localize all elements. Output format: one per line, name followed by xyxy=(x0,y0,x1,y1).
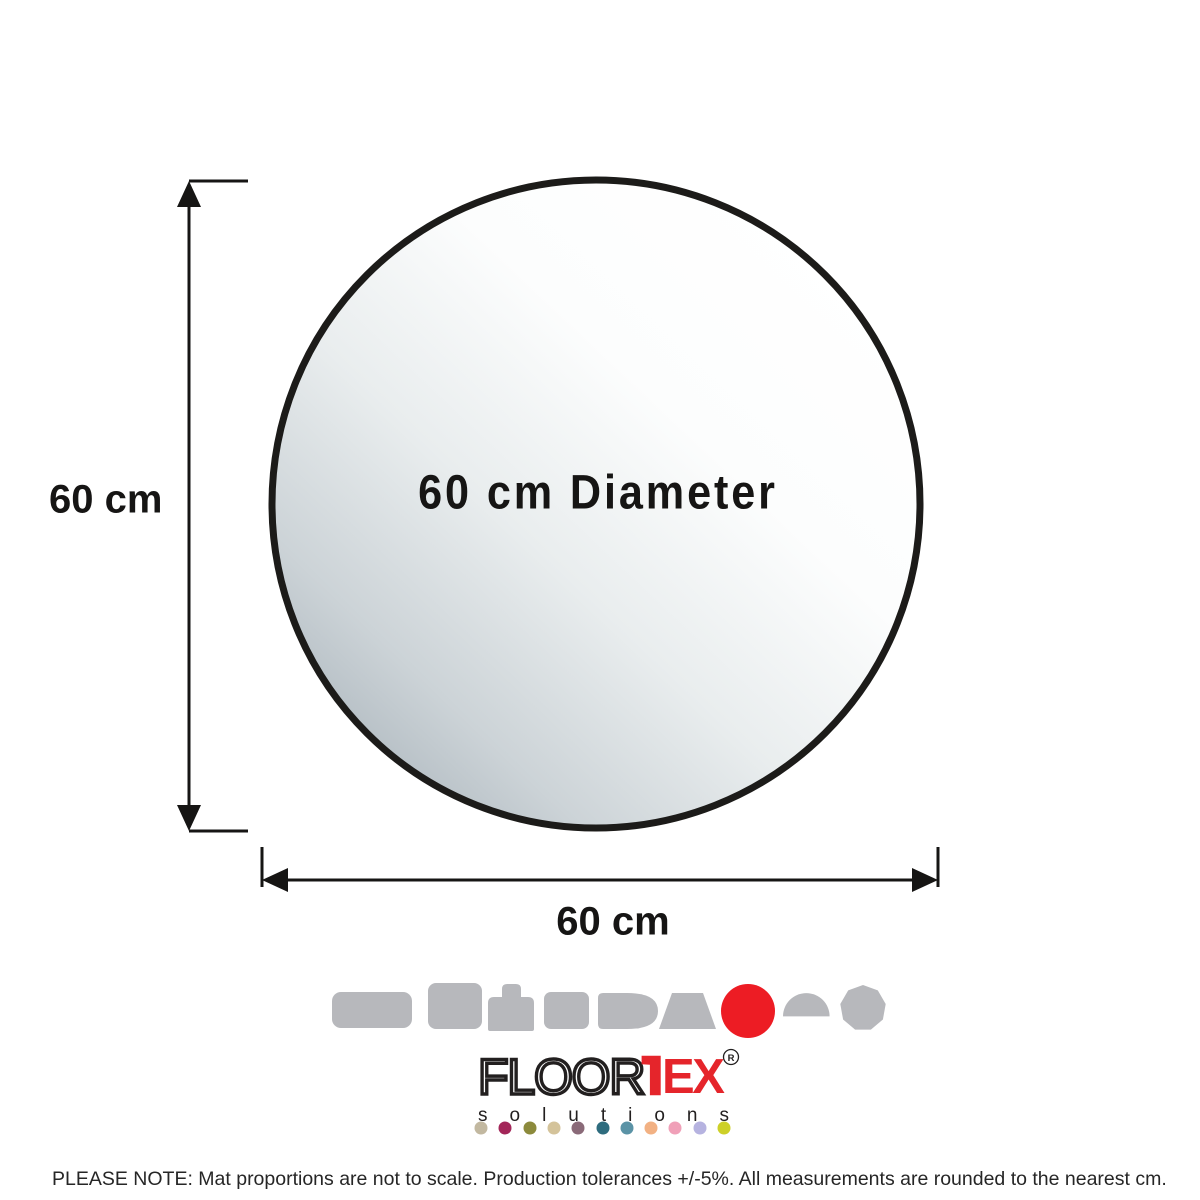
svg-text:R: R xyxy=(728,1053,735,1064)
svg-text:FLOOR: FLOOR xyxy=(478,1049,644,1105)
svg-text:solutions: solutions xyxy=(478,1105,751,1126)
svg-text:EX: EX xyxy=(662,1050,725,1104)
